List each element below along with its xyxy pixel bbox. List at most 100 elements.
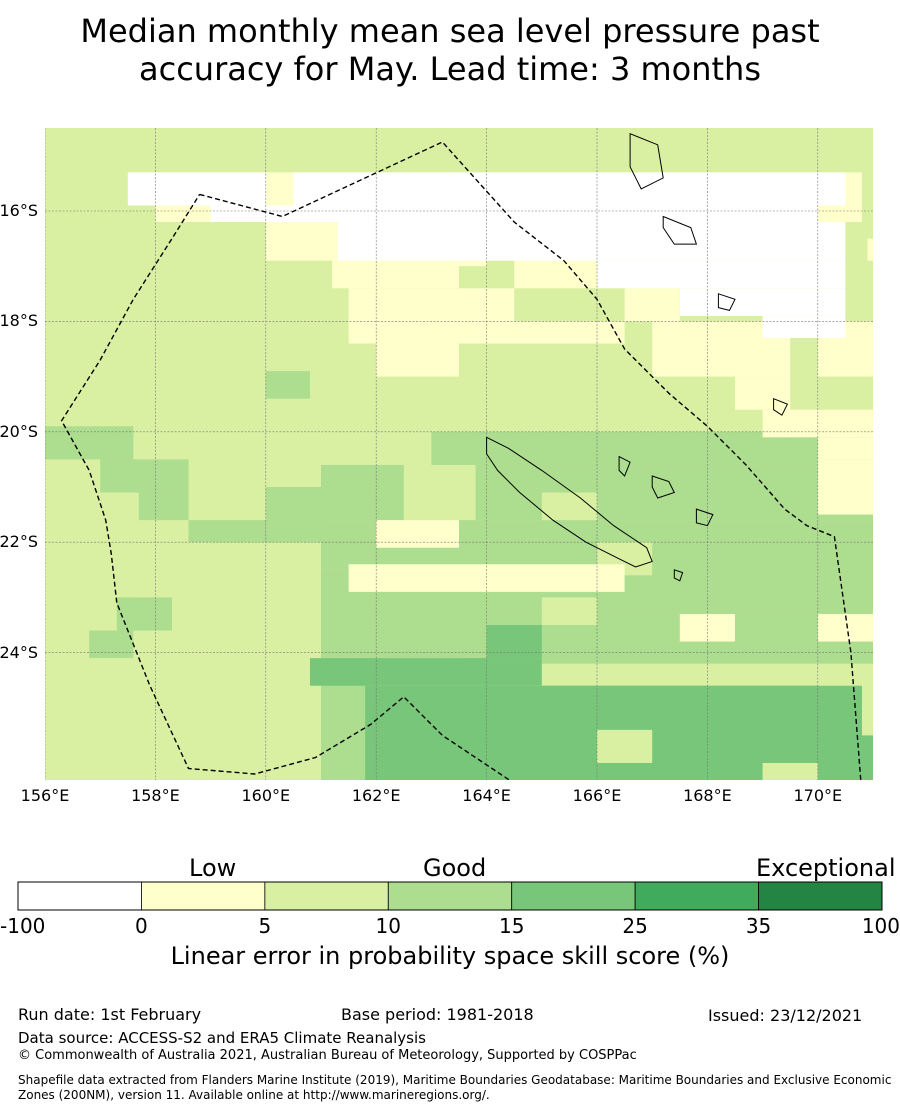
coastline-island <box>773 397 789 416</box>
coastline-island <box>618 455 631 477</box>
colorbar-bin <box>141 881 266 911</box>
skill-cell-5-10 <box>597 729 653 763</box>
lat-tick-label: 16°S <box>0 201 38 220</box>
coastline-island <box>629 132 664 190</box>
gridlines <box>45 128 873 780</box>
colorbar-tick-label: 0 <box>135 914 148 938</box>
lat-tick-label: 22°S <box>0 532 38 552</box>
colorbar-bin <box>387 881 513 911</box>
skill-cell-0-5 <box>332 260 459 289</box>
lon-tick-label: 164°E <box>462 786 511 805</box>
skill-cell-0-5 <box>867 238 873 261</box>
colorbar-frame <box>17 881 883 911</box>
lon-tick-label: 166°E <box>572 786 622 805</box>
skill-cell-below-0 <box>337 222 846 261</box>
skill-cell-5-10 <box>309 398 432 427</box>
skill-cell-5-10 <box>133 542 211 598</box>
skill-cell-0-5 <box>155 205 211 223</box>
lon-tick-label: 168°E <box>683 786 732 805</box>
skill-grid <box>45 128 873 824</box>
colorbar-category-exceptional: Exceptional <box>756 854 896 882</box>
skill-cell-0-5 <box>817 205 862 223</box>
skill-cell-5-10 <box>133 658 310 780</box>
skill-cell-10-15 <box>100 459 189 493</box>
skill-cell-5-10 <box>459 343 625 377</box>
title-line-1: Median monthly mean sea level pressure p… <box>80 12 820 50</box>
lon-tick-label: 170°E <box>793 786 843 805</box>
skill-cell-10-15 <box>89 630 134 659</box>
colorbar-category-good: Good <box>423 854 487 882</box>
skill-cell-5-10 <box>762 763 818 780</box>
skill-cell-5-10 <box>541 597 597 625</box>
base-period: Base period: 1981-2018 <box>341 1005 534 1024</box>
colorbar-category-low: Low <box>189 854 237 882</box>
colorbar-tick-label: 15 <box>498 914 525 938</box>
colorbar-tick-label: -100 <box>0 914 46 938</box>
colorbar-tick-label: 100 <box>861 914 900 938</box>
skill-cell-below-0 <box>127 172 266 206</box>
skill-cell-0-5 <box>348 288 515 322</box>
lon-tick-label: 156°E <box>20 786 70 805</box>
lat-tick-label: 20°S <box>0 421 38 441</box>
coastline-island <box>717 293 736 311</box>
skill-cell-10-15 <box>265 487 321 543</box>
coastline-island <box>673 569 684 582</box>
skill-cell-below-0 <box>597 260 846 289</box>
colorbar-tick-label: 10 <box>375 914 401 938</box>
skill-cell-15-25 <box>834 757 873 780</box>
colorbar-tick-label: 35 <box>745 914 772 938</box>
skill-cell-15-25 <box>309 658 542 686</box>
colorbar-tick-label: 25 <box>622 914 648 938</box>
skill-cell-5-10 <box>459 409 763 432</box>
skill-cell-5-10 <box>459 376 735 410</box>
skill-cell-0-5 <box>514 260 597 289</box>
skill-cell-10-15 <box>138 492 189 521</box>
shapefile-credit: Shapefile data extracted from Flanders M… <box>18 1073 892 1102</box>
colorbar-bin <box>758 881 883 911</box>
colorbar-tick-label: 5 <box>258 914 272 938</box>
skill-cell-0-5 <box>817 459 873 487</box>
eez-boundary <box>60 141 862 780</box>
lon-tick-label: 162°E <box>351 786 401 805</box>
skill-cell-5-10 <box>541 492 597 521</box>
chart-title: Median monthly mean sea level pressure p… <box>0 12 900 88</box>
title-line-2: accuracy for May. Lead time: 3 months <box>138 50 761 88</box>
issued-date: Issued: 23/12/2021 <box>708 1006 863 1025</box>
skill-cell-below-0 <box>679 288 846 316</box>
copyright: © Commonwealth of Australia 2021, Austra… <box>18 1048 637 1063</box>
skill-cell-below-0 <box>762 315 846 338</box>
skill-cell-0-5 <box>817 487 873 515</box>
skill-cell-5-10 <box>265 260 333 289</box>
lon-tick-label: 160°E <box>241 786 291 805</box>
skill-cell-10-15 <box>116 597 172 631</box>
data-source: Data source: ACCESS-S2 and ERA5 Climate … <box>18 1029 426 1047</box>
colorbar-bin <box>634 881 759 911</box>
skill-cell-10-15 <box>431 431 487 465</box>
skill-cell-0-5 <box>735 376 791 410</box>
lat-tick-label: 24°S <box>0 642 38 662</box>
colorbar-bin <box>264 881 389 911</box>
skill-cell-0-5 <box>376 520 459 548</box>
coastline-island <box>662 215 698 245</box>
coastline-island <box>695 508 714 527</box>
skill-cell-10-15 <box>265 371 310 399</box>
skill-cell-10-15 <box>486 520 873 543</box>
skill-cell-0-5 <box>78 813 128 824</box>
skill-cell-10-15 <box>45 426 134 460</box>
run-date: Run date: 1st February <box>18 1005 202 1024</box>
skill-cell-0-5 <box>265 222 338 261</box>
skill-cell-5-10 <box>210 459 266 493</box>
skill-cell-15-25 <box>486 625 542 659</box>
skill-cell-0-5 <box>624 288 680 322</box>
skill-cell-10-15 <box>321 464 404 521</box>
skill-cell-5-10 <box>514 288 625 322</box>
colorbar-title: Linear error in probability space skill … <box>170 942 730 970</box>
coastline-island <box>651 475 676 499</box>
skill-cell-15-25 <box>541 685 818 708</box>
lon-tick-label: 158°E <box>131 786 180 805</box>
skill-cell-0-5 <box>376 343 459 377</box>
colorbar-bin <box>17 881 142 911</box>
lat-tick-label: 18°S <box>0 311 38 331</box>
skill-cell-0-5 <box>222 813 294 824</box>
